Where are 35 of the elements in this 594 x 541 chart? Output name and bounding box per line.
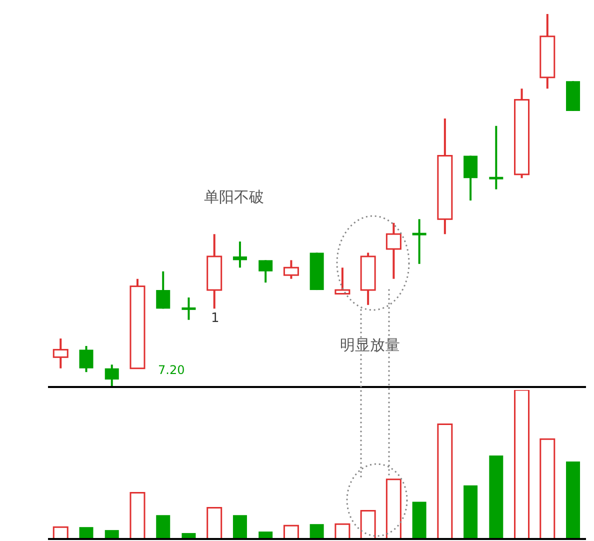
bar bbox=[437, 424, 453, 539]
candlestick bbox=[283, 259, 299, 280]
candlestick bbox=[386, 222, 402, 280]
candlestick bbox=[52, 338, 68, 370]
annotation: 1 bbox=[211, 311, 220, 326]
candlestick bbox=[488, 124, 504, 190]
bar bbox=[514, 390, 530, 539]
bar bbox=[310, 524, 324, 539]
bar bbox=[334, 523, 350, 539]
candlestick bbox=[104, 364, 119, 387]
candlestick bbox=[258, 259, 273, 284]
candlestick bbox=[232, 240, 247, 269]
candlestick bbox=[156, 270, 170, 310]
bar bbox=[386, 478, 402, 539]
annotation: 明显放量 bbox=[340, 336, 400, 354]
candlestick bbox=[411, 218, 428, 265]
bar bbox=[52, 526, 68, 539]
candlestick bbox=[180, 296, 197, 321]
bar bbox=[540, 438, 556, 539]
annotation: 单阳不破 bbox=[204, 188, 264, 206]
bar bbox=[206, 506, 222, 539]
bar bbox=[412, 502, 426, 539]
bar bbox=[566, 462, 580, 539]
candlestick bbox=[79, 344, 94, 374]
candlestick bbox=[334, 266, 350, 295]
bar bbox=[156, 515, 170, 539]
bar bbox=[232, 515, 247, 539]
bar bbox=[283, 524, 299, 539]
bar bbox=[79, 527, 94, 539]
bar bbox=[464, 485, 478, 539]
candlestick bbox=[464, 154, 478, 202]
bar bbox=[130, 492, 146, 539]
bar bbox=[360, 510, 376, 539]
annotation: 7.20 bbox=[158, 363, 185, 377]
bar bbox=[489, 456, 504, 539]
